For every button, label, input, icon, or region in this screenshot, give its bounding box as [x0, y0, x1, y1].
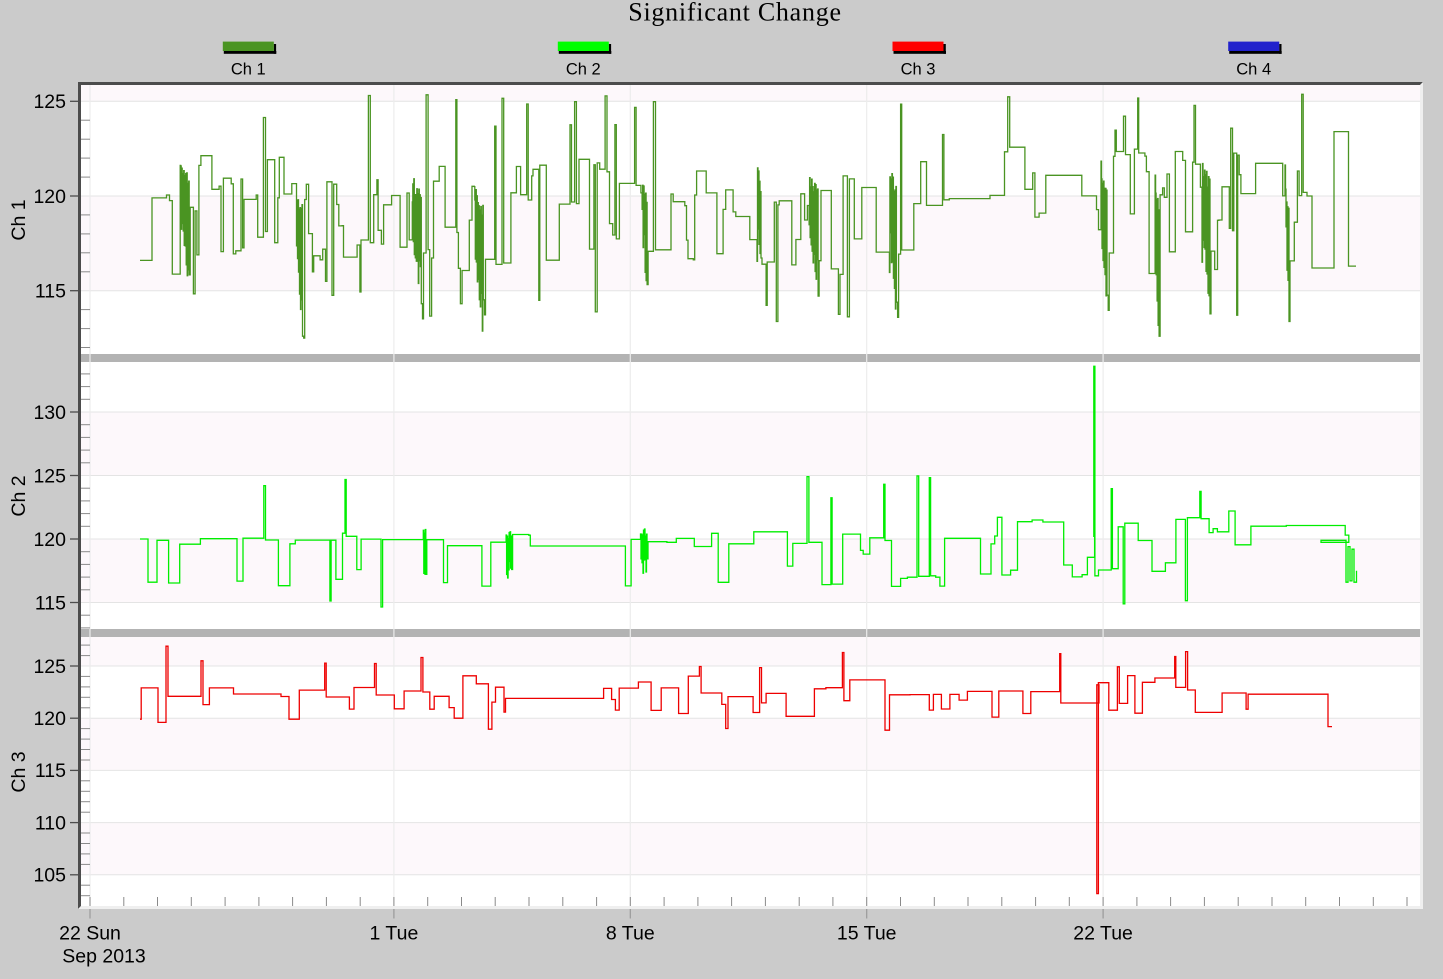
svg-text:Ch 2: Ch 2 [566, 61, 601, 79]
svg-text:Ch 1: Ch 1 [231, 61, 266, 79]
svg-text:Significant Change: Significant Change [628, 0, 842, 27]
svg-text:125: 125 [33, 656, 66, 678]
svg-text:Ch 4: Ch 4 [1236, 61, 1271, 79]
svg-text:105: 105 [33, 865, 66, 887]
svg-text:8 Tue: 8 Tue [606, 923, 655, 945]
svg-text:115: 115 [35, 281, 66, 303]
svg-text:120: 120 [33, 529, 66, 551]
svg-text:Sep 2013: Sep 2013 [62, 946, 146, 968]
svg-text:125: 125 [33, 465, 66, 487]
svg-text:15 Tue: 15 Tue [837, 923, 897, 945]
svg-text:Ch 1: Ch 1 [8, 199, 30, 240]
svg-text:Ch 2: Ch 2 [8, 475, 30, 516]
svg-text:Ch 3: Ch 3 [8, 751, 30, 792]
svg-text:1 Tue: 1 Tue [370, 923, 419, 945]
svg-text:22 Tue: 22 Tue [1073, 923, 1133, 945]
svg-text:Ch 3: Ch 3 [901, 61, 936, 79]
svg-text:130: 130 [33, 402, 66, 424]
svg-text:115: 115 [35, 760, 66, 782]
svg-text:22 Sun: 22 Sun [59, 923, 121, 945]
svg-text:125: 125 [33, 91, 66, 113]
svg-text:110: 110 [35, 812, 66, 834]
svg-text:120: 120 [33, 186, 66, 208]
svg-text:120: 120 [33, 708, 66, 730]
svg-text:115: 115 [35, 592, 66, 614]
